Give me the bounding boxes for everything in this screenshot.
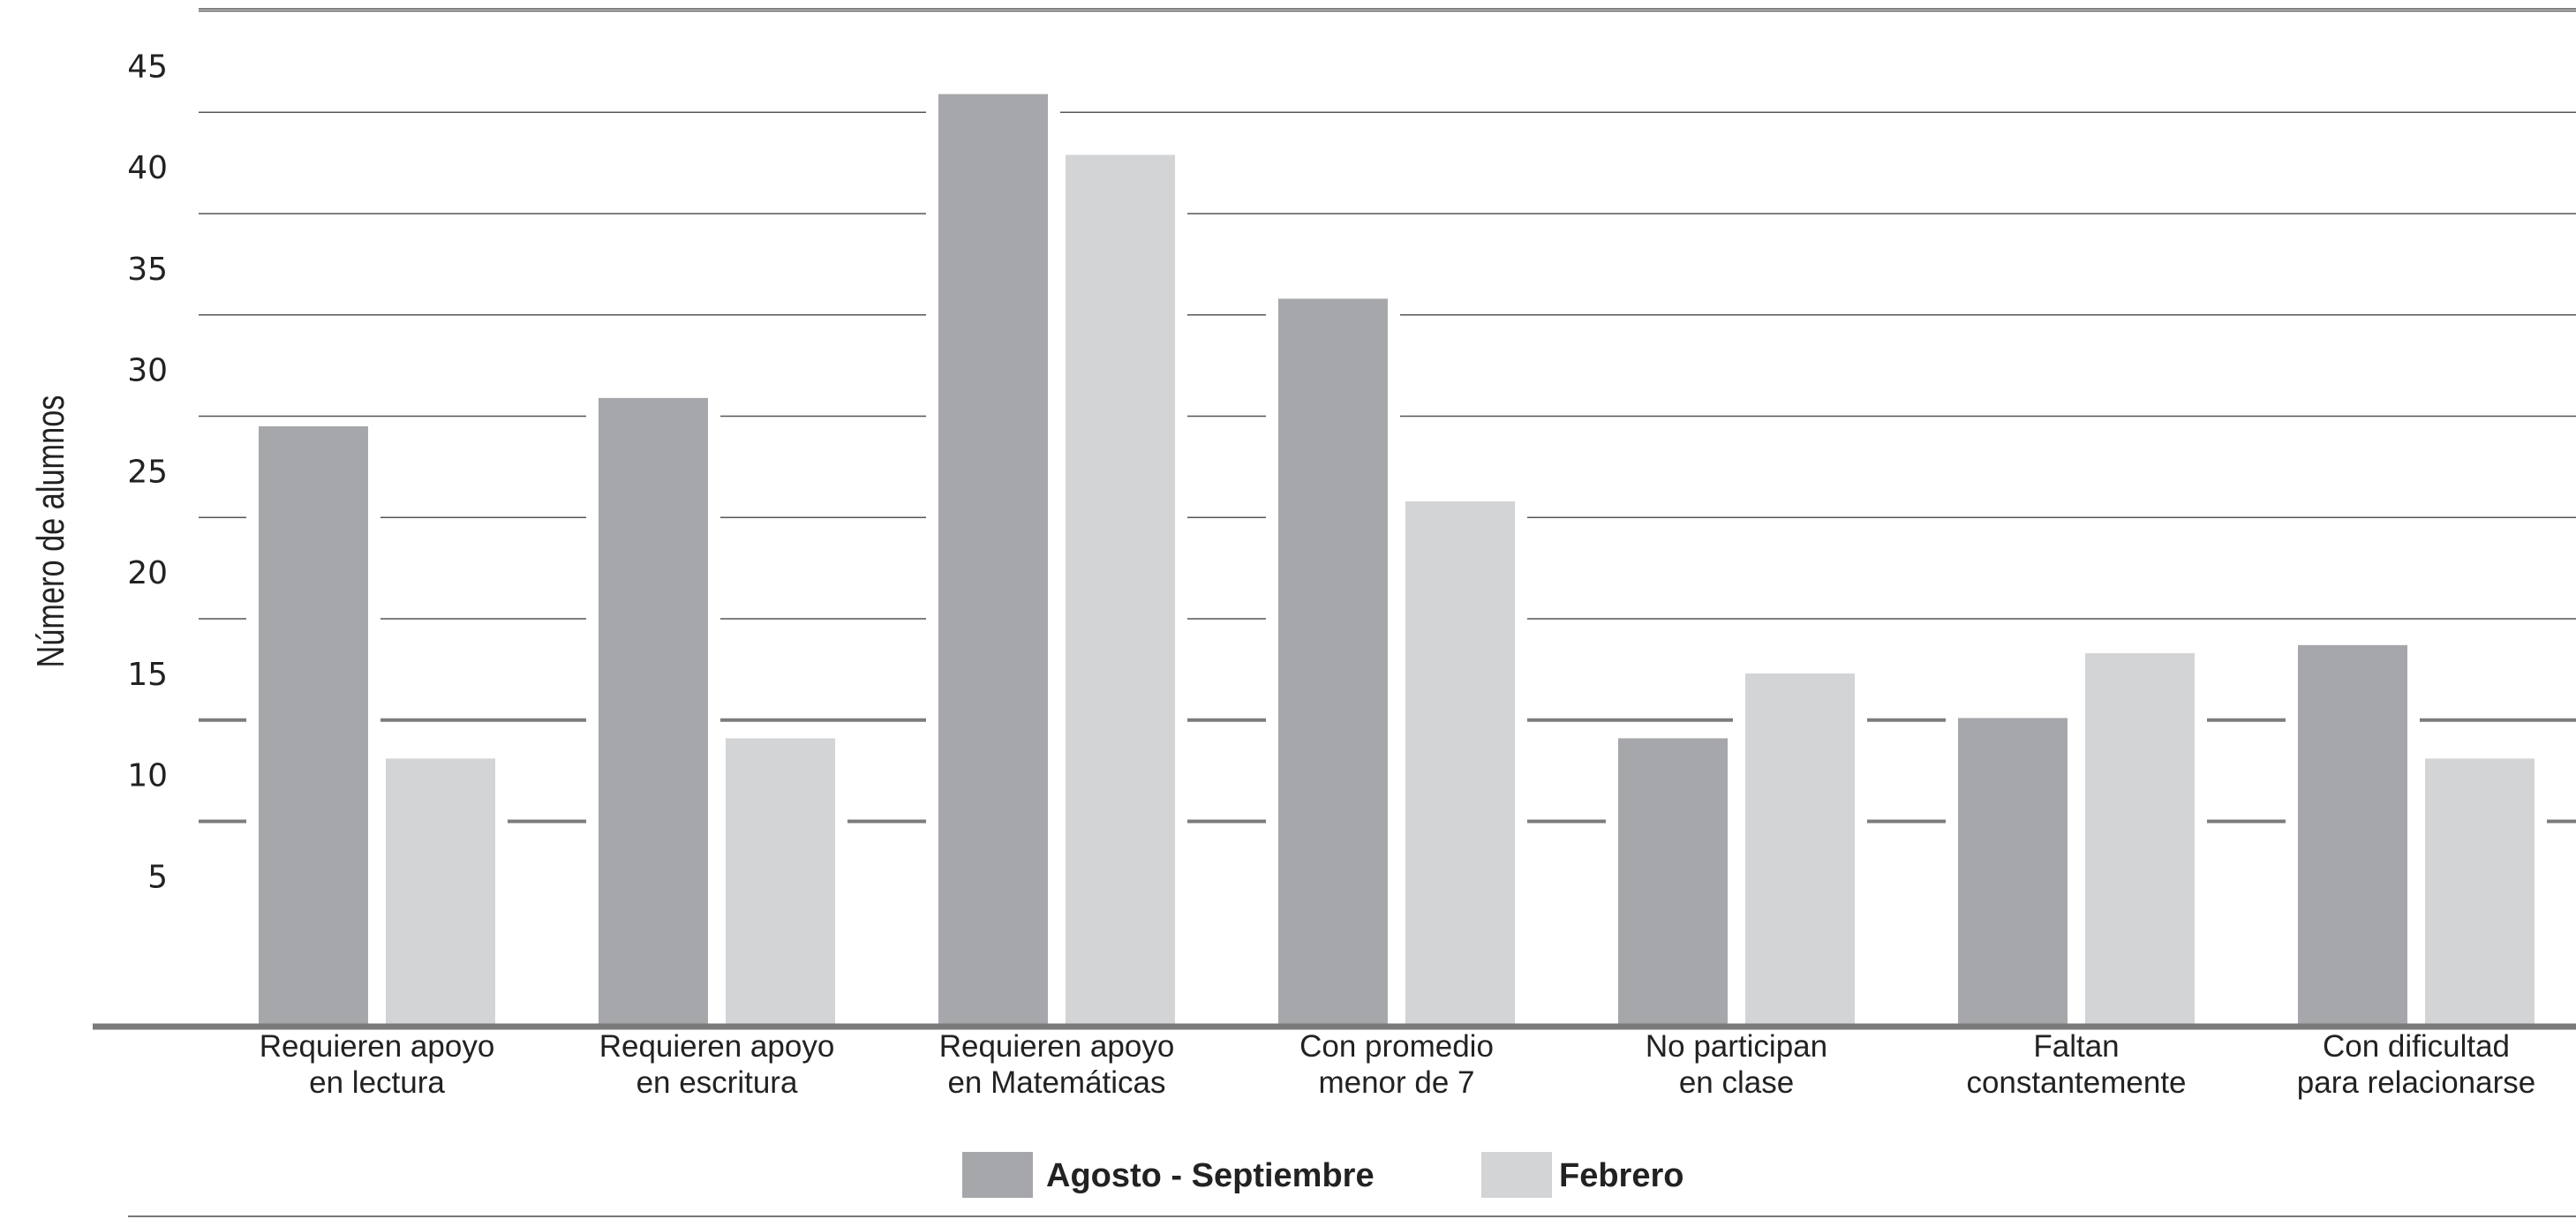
x-tick-label: Requieren apoyo [939, 1029, 1175, 1064]
bar [1958, 718, 2068, 1024]
x-tick-label: en lectura [309, 1065, 445, 1100]
bar [1745, 673, 1855, 1024]
y-tick-label: 15 [127, 657, 168, 693]
bar [386, 758, 495, 1024]
x-tick-label: No participan [1646, 1029, 1827, 1064]
x-tick-label: en escritura [636, 1065, 798, 1100]
y-tick-label: 35 [127, 252, 168, 288]
legend: Agosto - Septiembre Febrero [962, 1152, 1683, 1198]
labels: 5101520253035404550Número de alumnosRequ… [29, 49, 2535, 1100]
bar [599, 397, 708, 1025]
x-tick-label: en Matemáticas [947, 1065, 1165, 1100]
y-axis-label: Número de alumnos [29, 395, 72, 668]
bars [246, 94, 2547, 1025]
axes [93, 1023, 2576, 1217]
legend-label: Febrero [1559, 1157, 1683, 1194]
legend-label: Agosto - Septiembre [1046, 1157, 1375, 1194]
bar [1278, 298, 1388, 1024]
bar [2298, 644, 2407, 1024]
y-tick-label: 45 [127, 49, 168, 85]
x-tick-label: menor de 7 [1318, 1065, 1474, 1100]
bar [2085, 653, 2195, 1024]
x-tick-label: Requieren apoyo [260, 1029, 495, 1064]
x-tick-label: Requieren apoyo [599, 1029, 835, 1064]
bar [1405, 500, 1515, 1024]
x-tick-label: constantemente [1966, 1065, 2186, 1100]
bar [726, 738, 835, 1024]
bar [938, 94, 1048, 1025]
bar [1066, 154, 1175, 1024]
y-tick-label: 25 [127, 454, 168, 490]
y-tick-label: 10 [127, 758, 168, 794]
x-tick-label: para relacionarse [2297, 1065, 2535, 1100]
x-tick-label: en clase [1679, 1065, 1794, 1100]
y-tick-label: 20 [127, 555, 168, 591]
y-tick-label: 5 [147, 859, 168, 895]
y-tick-label: 30 [127, 353, 168, 389]
y-tick-label: 40 [127, 150, 168, 186]
x-tick-label: Faltan [2033, 1029, 2119, 1064]
bar [2425, 758, 2535, 1024]
x-tick-label: Con dificultad [2323, 1029, 2510, 1064]
legend-swatch [962, 1152, 1033, 1198]
legend-swatch [1481, 1152, 1552, 1198]
bar [259, 425, 368, 1025]
bar [1618, 738, 1728, 1024]
x-tick-label: Con promedio [1299, 1029, 1494, 1064]
